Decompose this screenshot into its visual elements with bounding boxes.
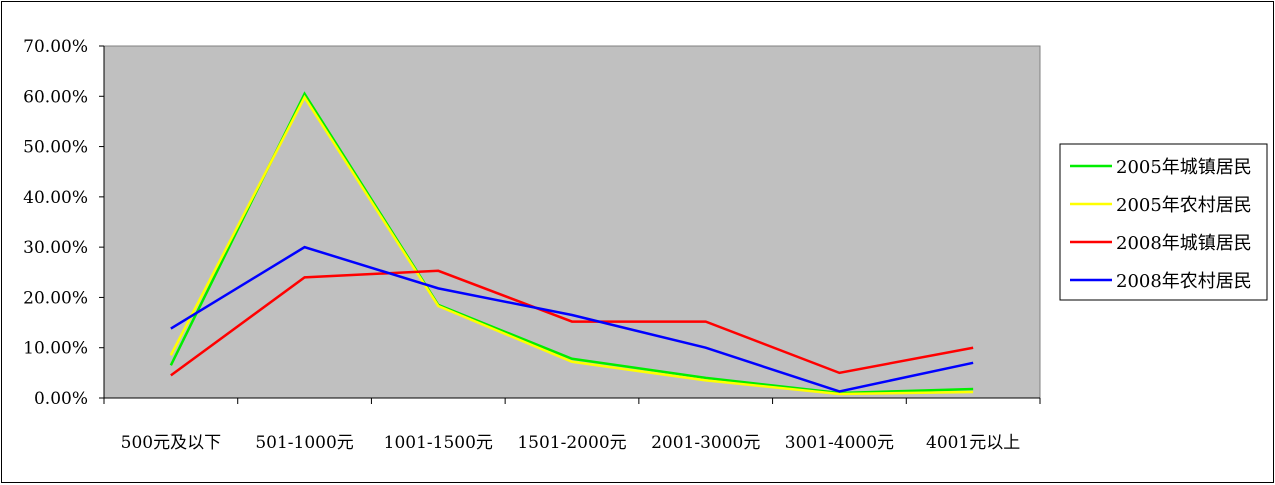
y-tick-label: 0.00% bbox=[34, 389, 88, 409]
y-tick-label: 10.00% bbox=[23, 339, 88, 359]
y-tick-label: 50.00% bbox=[23, 138, 88, 158]
y-tick-label: 20.00% bbox=[23, 288, 88, 308]
legend-label-1: 2005年城镇居民 bbox=[1116, 157, 1252, 178]
series-line-4 bbox=[170, 245, 974, 393]
series-line-2 bbox=[169, 94, 974, 396]
y-tick-label: 60.00% bbox=[23, 87, 88, 107]
x-tick-label: 500元及以下 bbox=[121, 433, 221, 453]
plot-area bbox=[103, 45, 1041, 399]
legend-label-3: 2008年城镇居民 bbox=[1116, 233, 1252, 254]
x-tick-label: 1001-1500元 bbox=[384, 433, 493, 453]
y-tick-label: 30.00% bbox=[23, 238, 88, 258]
x-tick-label: 4001元以上 bbox=[926, 433, 1020, 453]
x-tick-label: 2001-3000元 bbox=[651, 433, 760, 453]
series-line-3 bbox=[170, 269, 974, 377]
x-tick-label: 501-1000元 bbox=[255, 433, 353, 453]
legend-box bbox=[1059, 143, 1268, 301]
legend-label-2: 2005年农村居民 bbox=[1116, 195, 1252, 216]
x-tick-label: 1501-2000元 bbox=[517, 433, 626, 453]
y-tick-label: 70.00% bbox=[23, 37, 88, 57]
y-tick-label: 40.00% bbox=[23, 188, 88, 208]
x-tick-label: 3001-4000元 bbox=[785, 433, 894, 453]
legend-label-4: 2008年农村居民 bbox=[1116, 271, 1252, 292]
